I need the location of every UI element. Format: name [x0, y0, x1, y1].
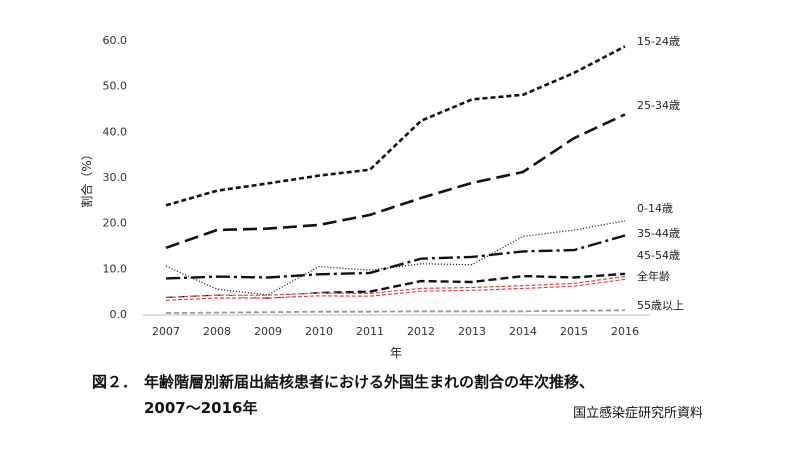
figure-number: 図２． [92, 373, 138, 391]
x-tick-label: 2012 [407, 325, 435, 338]
series-line [165, 220, 626, 296]
series-line [165, 275, 626, 301]
series-35-44歳 [165, 234, 626, 280]
figure-years: 2007〜2016年 [144, 399, 258, 417]
y-axis-title: 割合（%） [79, 148, 94, 207]
line-chart: 0.0 10.0 20.0 30.0 40.0 50.0 60.0 2007 2008 2009… [79, 34, 684, 360]
series-25-34歳 [165, 113, 626, 250]
series-label: 全年齢 [637, 269, 670, 283]
x-tick-label: 2008 [203, 325, 231, 338]
y-axis-ticks: 0.0 10.0 20.0 30.0 40.0 50.0 60.0 [103, 34, 128, 321]
series-15-24歳 [165, 45, 626, 207]
series-label: 25-34歳 [637, 99, 680, 112]
series-label: 45-54歳 [637, 249, 680, 262]
source-note: 国立感染症研究所資料 [573, 406, 704, 421]
x-tick-label: 2016 [611, 325, 639, 338]
series-label: 0-14歳 [637, 202, 673, 215]
y-tick-label: 20.0 [103, 217, 128, 230]
x-tick-label: 2010 [305, 325, 333, 338]
y-tick-label: 40.0 [103, 125, 128, 138]
x-tick-label: 2014 [509, 325, 537, 338]
series-line [165, 45, 626, 207]
y-tick-label: 30.0 [103, 171, 128, 184]
y-tick-label: 50.0 [103, 80, 128, 93]
series-55歳以上 [165, 309, 626, 314]
series-layer [165, 45, 626, 314]
series-0-14歳 [165, 220, 626, 296]
x-tick-label: 2013 [458, 325, 486, 338]
series-line [165, 309, 626, 314]
x-axis-ticks: 2007 2008 2009 2010 2011 2012 2013 2014 2015 2016 [152, 325, 639, 338]
x-tick-label: 2009 [254, 325, 282, 338]
y-tick-label: 0.0 [110, 308, 128, 321]
x-tick-label: 2011 [356, 325, 384, 338]
series-全年齢 [165, 275, 626, 301]
figure-title: 年齢階層別新届出結核患者における外国生まれの割合の年次推移、 [144, 373, 595, 391]
series-label: 35-44歳 [637, 227, 680, 240]
series-line [165, 113, 626, 250]
y-tick-label: 60.0 [103, 34, 128, 47]
series-line-highlight [165, 277, 626, 300]
x-tick-label: 2007 [152, 325, 180, 338]
y-tick-label: 10.0 [103, 262, 128, 275]
x-tick-label: 2015 [560, 325, 588, 338]
series-line [165, 234, 626, 280]
series-label: 55歳以上 [637, 299, 684, 312]
x-axis-title: 年 [390, 346, 402, 360]
series-label: 15-24歳 [637, 35, 680, 48]
figure-caption: 図２． 年齢階層別新届出結核患者における外国生まれの割合の年次推移、 [92, 371, 594, 392]
